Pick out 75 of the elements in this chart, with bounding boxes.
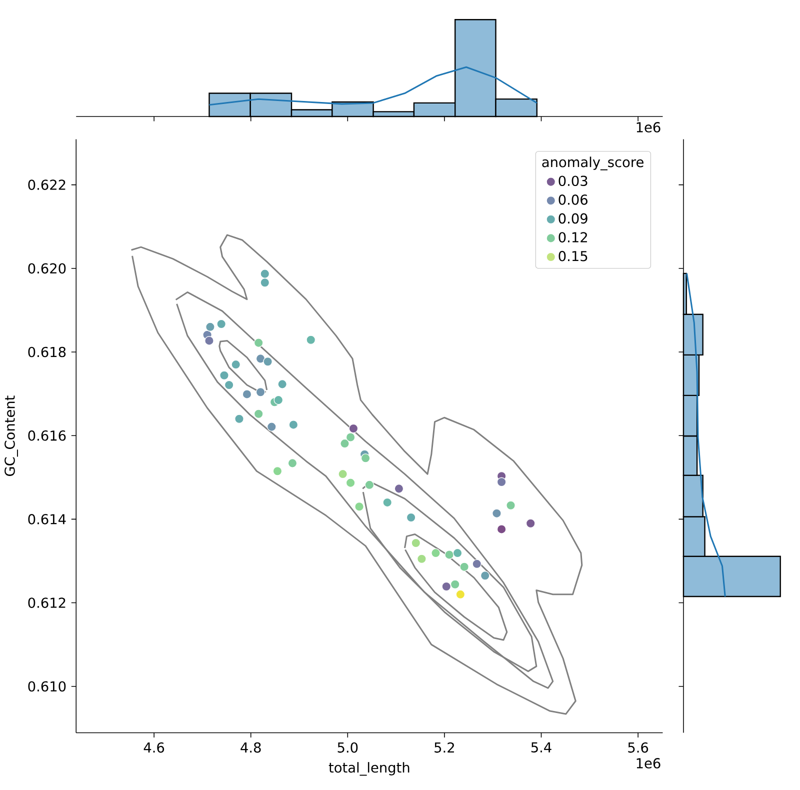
point xyxy=(216,319,226,329)
x-tick-label: 5.0 xyxy=(338,742,358,753)
y-tick-label: 0.614 xyxy=(28,514,66,524)
x-tick-label: 5.4 xyxy=(531,742,552,752)
point xyxy=(346,432,356,442)
point xyxy=(354,502,364,512)
point xyxy=(306,335,316,345)
point xyxy=(452,548,462,558)
legend-label: 0.12 xyxy=(558,232,587,242)
legend-label: 0.03 xyxy=(558,176,588,186)
point xyxy=(254,409,264,419)
y-tick-label: 0.618 xyxy=(28,346,66,358)
point xyxy=(394,484,404,494)
legend-title: anomaly_score xyxy=(542,156,644,170)
point xyxy=(256,387,266,397)
point xyxy=(278,379,287,389)
x-tick-label: 5.2 xyxy=(434,742,454,753)
line-series xyxy=(362,481,538,672)
line-series xyxy=(175,291,554,689)
x-axis-title: total_length xyxy=(328,762,410,776)
point xyxy=(444,550,454,560)
y-tick-label: 0.612 xyxy=(28,598,66,608)
point xyxy=(204,336,214,346)
point xyxy=(260,278,270,288)
point xyxy=(472,559,482,569)
y-tick-label: 0.620 xyxy=(28,263,66,274)
x-tick-label: 5.6 xyxy=(628,742,648,753)
point xyxy=(411,538,421,548)
point xyxy=(338,469,348,479)
point xyxy=(496,524,506,534)
point xyxy=(450,580,460,590)
point xyxy=(456,590,466,600)
x-tick-label: 4.8 xyxy=(240,742,261,753)
point xyxy=(288,458,298,468)
legend-label: 0.15 xyxy=(558,250,588,262)
point xyxy=(460,562,469,572)
text: 1e6 xyxy=(636,122,660,132)
point xyxy=(256,354,266,364)
y-tick-label: 0.616 xyxy=(28,430,66,441)
point xyxy=(382,498,392,508)
point xyxy=(220,370,229,380)
point xyxy=(406,512,416,522)
point xyxy=(288,420,298,430)
point xyxy=(224,380,234,390)
point xyxy=(340,438,350,448)
point xyxy=(242,390,252,399)
y-tick-label: 0.610 xyxy=(28,681,66,692)
point xyxy=(231,360,241,370)
legend-label: 0.09 xyxy=(558,213,588,224)
point xyxy=(480,570,490,580)
point xyxy=(496,477,506,487)
point xyxy=(364,480,374,490)
line-series xyxy=(404,533,508,641)
point xyxy=(274,395,284,405)
y-axis-title: GC_Content xyxy=(4,396,18,476)
x-tick-label: 4.6 xyxy=(144,742,164,753)
point xyxy=(442,582,452,592)
point xyxy=(234,414,244,424)
y-tick-label: 0.622 xyxy=(28,180,66,190)
point xyxy=(266,422,276,432)
point xyxy=(348,424,358,434)
point xyxy=(526,518,536,528)
point xyxy=(346,478,356,488)
point xyxy=(506,500,516,510)
point xyxy=(263,356,272,366)
point xyxy=(260,269,270,278)
point xyxy=(254,338,264,348)
point xyxy=(417,554,426,564)
point xyxy=(431,548,440,558)
point xyxy=(206,322,215,332)
point xyxy=(492,508,502,518)
point xyxy=(272,466,282,476)
legend-label: 0.06 xyxy=(558,194,588,205)
point xyxy=(360,453,370,463)
text: 1e6 xyxy=(636,758,660,768)
